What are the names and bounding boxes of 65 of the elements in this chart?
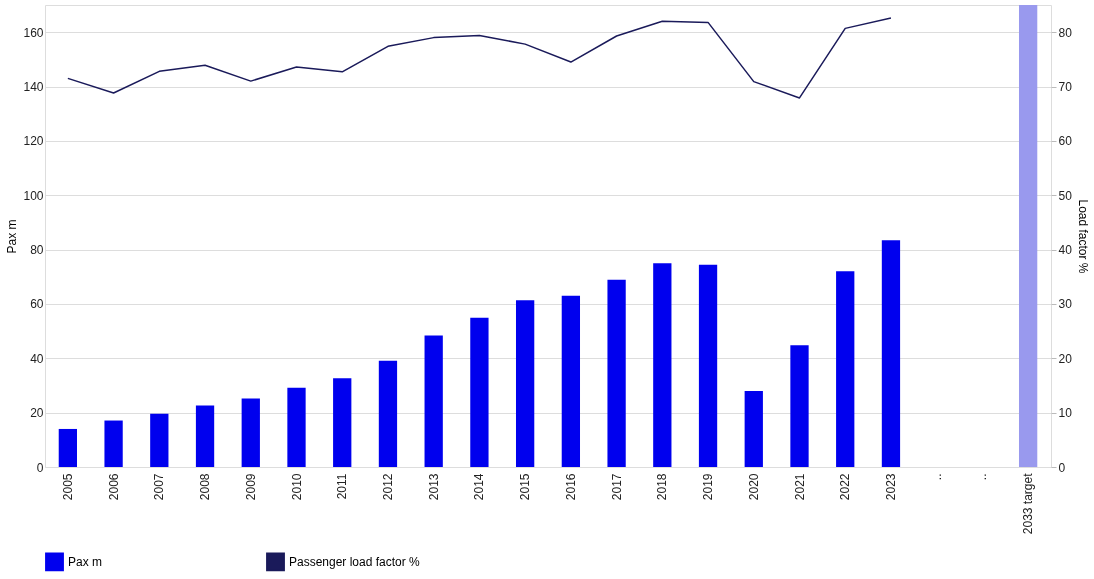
legend-label: Pax m: [68, 554, 103, 569]
bar: [881, 240, 901, 467]
x-tick-label: 2018: [655, 473, 670, 501]
bar: [653, 263, 672, 467]
x-tick-label: ..: [929, 473, 944, 481]
bar: [607, 279, 626, 467]
bar: [561, 295, 581, 467]
bar: [58, 428, 78, 467]
y-axis-title: Pax m: [5, 219, 20, 254]
line-series: [67, 17, 892, 99]
x-tick-label: 2008: [198, 473, 213, 501]
x-tick-label: 2022: [838, 473, 853, 501]
legend-label: Passenger load factor %: [289, 554, 421, 569]
x-tick-label: 2015: [518, 473, 533, 501]
bar: [424, 335, 443, 467]
bar: [378, 360, 398, 467]
y-tick-label: 140: [23, 80, 44, 95]
x-tick-label: 2006: [106, 473, 121, 501]
y-tick-label: 100: [23, 188, 44, 203]
bar: [698, 264, 718, 467]
y-tick-label: 160: [23, 25, 44, 40]
x-tick-label: 2014: [472, 473, 487, 501]
x-tick-label: 2021: [792, 473, 807, 501]
x-tick-label: ..: [975, 473, 990, 481]
x-tick-label: 2033 target: [1021, 472, 1036, 535]
bar: [744, 390, 763, 467]
bar: [1018, 5, 1038, 467]
y2-tick-label: 30: [1058, 297, 1073, 312]
bar: [195, 405, 215, 467]
x-tick-label: 2009: [243, 473, 258, 501]
y2-tick-label: 10: [1058, 406, 1073, 421]
x-tick-label: 2010: [289, 473, 304, 501]
x-tick-label: 2005: [60, 473, 75, 501]
y2-axis-title: Load factor %: [1075, 199, 1090, 274]
y-tick-label: 40: [30, 351, 44, 366]
y2-tick-label: 70: [1058, 80, 1073, 95]
y-tick-label: 20: [30, 406, 44, 421]
y2-tick-label: 0: [1058, 460, 1066, 475]
y-tick-label: 0: [36, 460, 44, 475]
x-tick-label: 2016: [563, 473, 578, 501]
x-tick-label: 2023: [883, 473, 898, 501]
x-tick-label: 2020: [746, 473, 761, 501]
y2-tick-label: 40: [1058, 243, 1073, 258]
bar: [104, 420, 123, 467]
x-tick-label: 2017: [609, 473, 624, 501]
bar: [836, 271, 855, 467]
x-tick-label: 2019: [701, 473, 716, 501]
y-tick-label: 120: [23, 134, 44, 149]
bar: [333, 378, 352, 467]
y2-tick-label: 80: [1058, 25, 1073, 40]
bar: [515, 300, 535, 467]
y-tick-label: 60: [30, 297, 44, 312]
x-tick-label: 2013: [426, 473, 441, 501]
bar: [470, 317, 489, 467]
x-tick-label: 2012: [380, 473, 395, 501]
y2-tick-label: 20: [1058, 351, 1073, 366]
y2-tick-label: 60: [1058, 134, 1073, 149]
bar: [241, 398, 260, 467]
bar: [790, 345, 809, 467]
x-tick-label: 2007: [152, 473, 167, 501]
y-tick-label: 80: [30, 243, 44, 258]
y2-tick-label: 50: [1058, 188, 1073, 203]
x-tick-label: 2011: [335, 473, 350, 500]
bar: [287, 387, 306, 467]
bar: [150, 413, 169, 467]
